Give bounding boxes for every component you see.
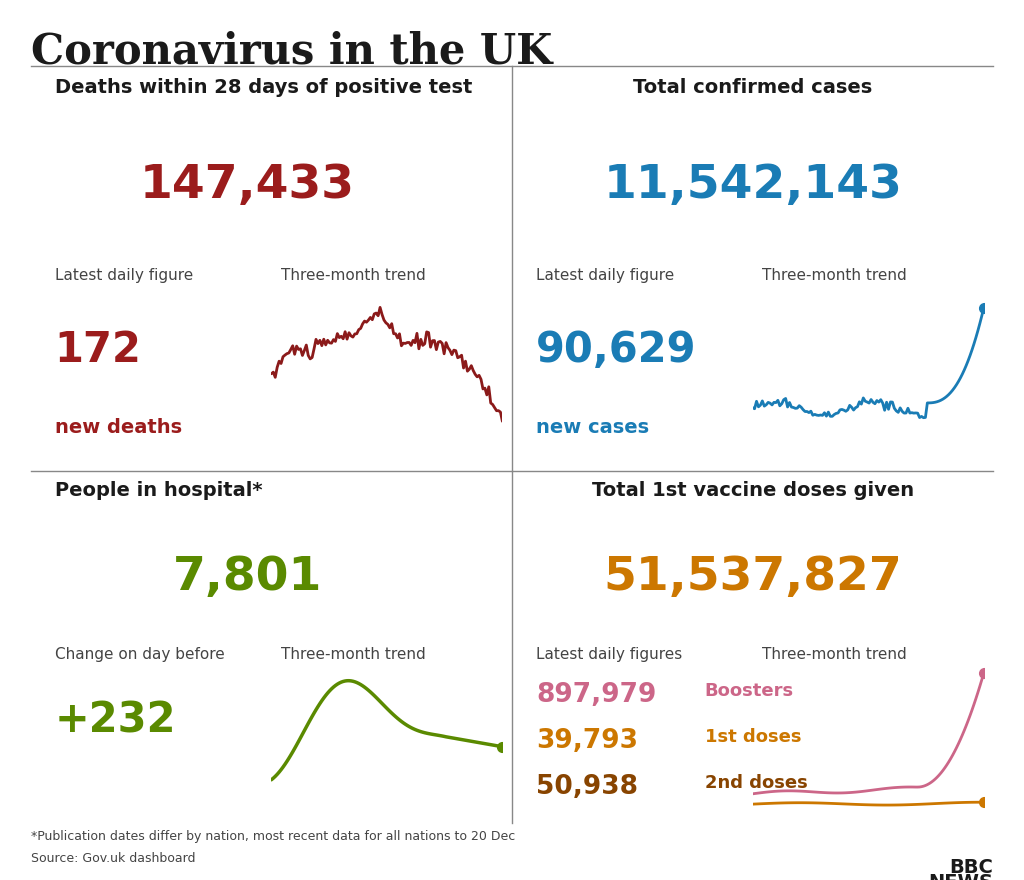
Text: *Publication dates differ by nation, most recent data for all nations to 20 Dec: *Publication dates differ by nation, mos… — [31, 830, 515, 843]
Text: 51,537,827: 51,537,827 — [603, 555, 902, 600]
Text: People in hospital*: People in hospital* — [55, 481, 262, 501]
Text: 147,433: 147,433 — [140, 163, 354, 209]
Text: Coronavirus in the UK: Coronavirus in the UK — [31, 31, 552, 73]
Text: Latest daily figure: Latest daily figure — [537, 268, 675, 283]
Text: Change on day before: Change on day before — [55, 647, 224, 662]
Text: Deaths within 28 days of positive test: Deaths within 28 days of positive test — [55, 78, 472, 97]
Text: 39,793: 39,793 — [537, 728, 638, 754]
Text: 50,938: 50,938 — [537, 774, 638, 800]
Text: Total 1st vaccine doses given: Total 1st vaccine doses given — [592, 481, 913, 501]
Text: Latest daily figure: Latest daily figure — [55, 268, 194, 283]
Text: new cases: new cases — [537, 418, 649, 437]
Text: Source: Gov.uk dashboard: Source: Gov.uk dashboard — [31, 852, 196, 865]
Text: Boosters: Boosters — [705, 682, 794, 700]
Text: Total confirmed cases: Total confirmed cases — [633, 78, 872, 97]
Text: +232: +232 — [55, 700, 176, 742]
Text: 90,629: 90,629 — [537, 329, 696, 371]
Text: 1st doses: 1st doses — [705, 728, 801, 745]
Text: Three-month trend: Three-month trend — [281, 268, 426, 283]
Text: NEWS: NEWS — [929, 873, 993, 880]
Text: 7,801: 7,801 — [173, 555, 322, 600]
Text: 11,542,143: 11,542,143 — [603, 163, 902, 209]
Text: 2nd doses: 2nd doses — [705, 774, 807, 791]
Text: new deaths: new deaths — [55, 418, 182, 437]
Text: 897,979: 897,979 — [537, 682, 656, 708]
Text: Three-month trend: Three-month trend — [762, 647, 907, 662]
Text: Latest daily figures: Latest daily figures — [537, 647, 682, 662]
Text: Three-month trend: Three-month trend — [281, 647, 426, 662]
Text: 172: 172 — [55, 329, 141, 371]
Text: BBC: BBC — [949, 858, 993, 877]
Text: Three-month trend: Three-month trend — [762, 268, 907, 283]
